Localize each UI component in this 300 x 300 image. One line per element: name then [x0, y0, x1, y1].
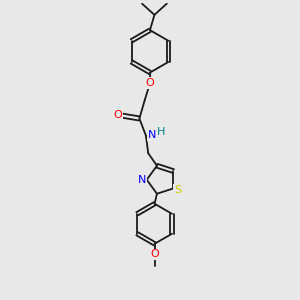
- Text: S: S: [174, 185, 181, 195]
- Text: O: O: [113, 110, 122, 120]
- Text: O: O: [150, 249, 159, 260]
- Text: H: H: [157, 127, 165, 137]
- Text: O: O: [146, 78, 154, 88]
- Text: N: N: [148, 130, 156, 140]
- Text: N: N: [138, 175, 146, 185]
